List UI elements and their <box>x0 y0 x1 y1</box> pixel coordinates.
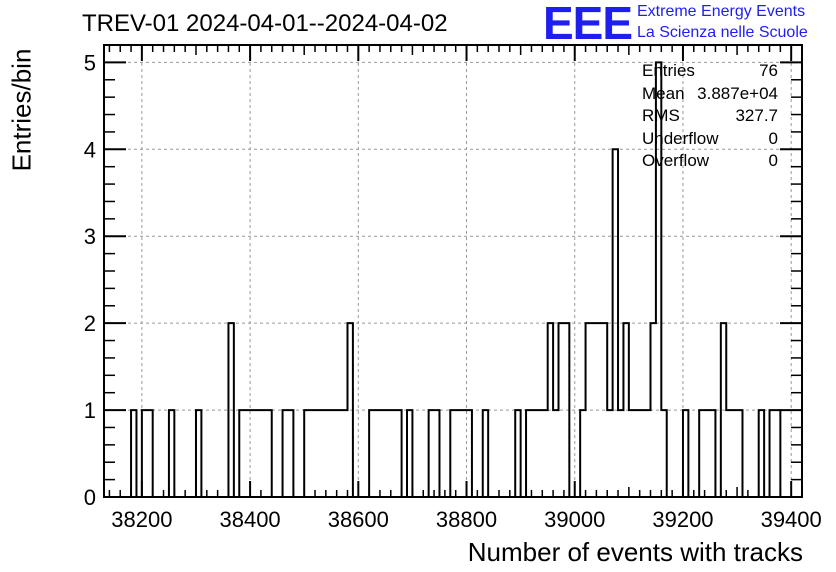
y-axis-label: Entries/bin <box>6 48 37 172</box>
y-tick-label: 3 <box>84 224 96 249</box>
y-tick-label: 2 <box>84 311 96 336</box>
histogram-outline <box>130 61 782 497</box>
x-tick-label: 38800 <box>436 507 497 532</box>
stat-key: RMS <box>642 106 680 125</box>
logo-line-1: Extreme Energy Events <box>637 3 806 20</box>
stat-value: 76 <box>759 61 778 80</box>
y-tick-label: 4 <box>84 137 96 162</box>
stat-value: 3.887e+04 <box>697 83 778 103</box>
stat-row-underflow: Underflow 0 <box>642 128 778 151</box>
x-tick-label: 39400 <box>761 507 822 532</box>
stat-key: Mean <box>642 83 685 103</box>
stat-value: 0 <box>768 128 778 148</box>
stats-box: Entries 76 Mean 3.887e+04 RMS 327.7 Unde… <box>642 60 778 173</box>
stat-value: 327.7 <box>735 106 778 125</box>
stat-row-rms: RMS 327.7 <box>642 105 778 128</box>
stat-key: Entries <box>642 61 695 80</box>
x-tick-label: 38200 <box>111 507 172 532</box>
y-tick-label: 0 <box>84 485 96 510</box>
eee-logo: EEE <box>543 0 633 49</box>
logo-line-2: La Scienza nelle Scuole <box>637 24 808 41</box>
chart-title: TREV-01 2024-04-01--2024-04-02 <box>82 10 448 37</box>
stat-key: Underflow <box>642 128 719 148</box>
stat-key: Overflow <box>642 151 710 170</box>
axis-ticks <box>104 45 803 498</box>
tick-labels: 38200 38400 38600 38800 39000 39200 39400 0 1 2 3 4… <box>84 50 822 532</box>
x-axis-label: Number of events with tracks <box>467 537 803 567</box>
y-tick-label: 1 <box>84 398 96 423</box>
stat-value: 0 <box>768 151 778 170</box>
y-tick-label: 5 <box>84 50 96 75</box>
stat-row-entries: Entries 76 <box>642 60 778 83</box>
stat-row-overflow: Overflow 0 <box>642 150 778 173</box>
stat-row-mean: Mean 3.887e+04 <box>642 83 778 106</box>
x-tick-label: 38600 <box>328 507 389 532</box>
x-tick-label: 39200 <box>652 507 713 532</box>
x-tick-label: 39000 <box>544 507 605 532</box>
x-tick-label: 38400 <box>219 507 280 532</box>
